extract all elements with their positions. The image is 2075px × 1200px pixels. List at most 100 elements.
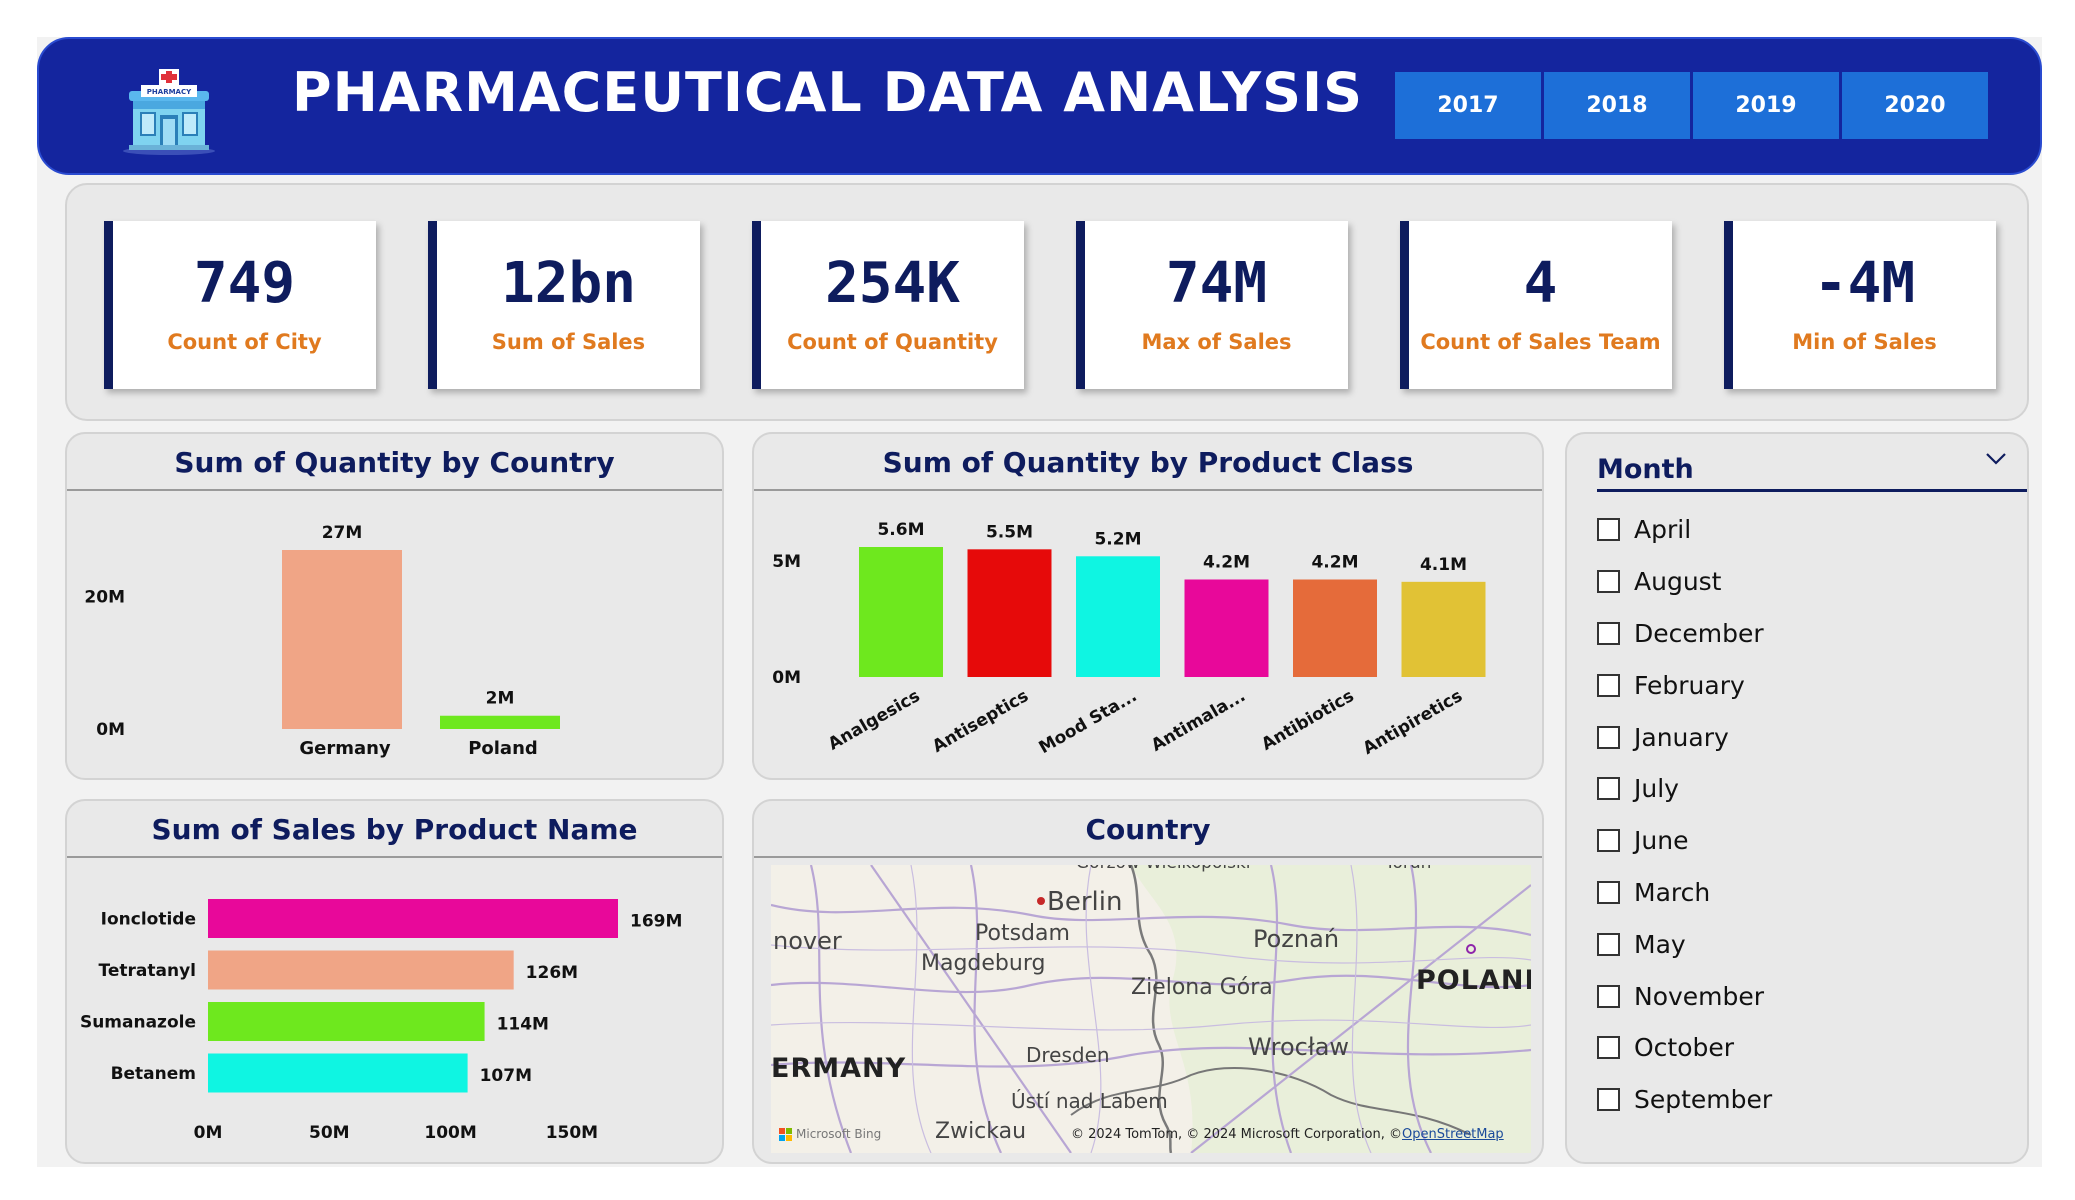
slicer-underline bbox=[1597, 489, 2027, 492]
attribution-text: © 2024 TomTom, © 2024 Microsoft Corporat… bbox=[1071, 1127, 1403, 1142]
bar[interactable] bbox=[1293, 579, 1377, 678]
map-label-poland: POLAND bbox=[1416, 965, 1531, 996]
kpi-card-count-of-sales-team: 4 Count of Sales Team bbox=[1400, 221, 1672, 389]
month-option-october[interactable]: October bbox=[1597, 1022, 1772, 1074]
bar[interactable] bbox=[208, 899, 618, 938]
month-option-april[interactable]: April bbox=[1597, 504, 1772, 556]
bar[interactable] bbox=[208, 1002, 485, 1041]
checkbox[interactable] bbox=[1597, 777, 1620, 801]
checkbox[interactable] bbox=[1597, 621, 1620, 645]
month-option-february[interactable]: February bbox=[1597, 659, 1772, 711]
x-tick-label: Analgesics bbox=[825, 686, 924, 755]
month-slicer-panel: Month April August December February Jan… bbox=[1565, 432, 2029, 1164]
divider bbox=[67, 489, 722, 491]
country-map[interactable]: Berlin Potsdam Magdeburg nover Poznań Zi… bbox=[771, 865, 1531, 1153]
checkbox[interactable] bbox=[1597, 829, 1620, 853]
month-option-september[interactable]: September bbox=[1597, 1074, 1772, 1126]
month-label: April bbox=[1634, 515, 1692, 545]
x-tick-label: 100M bbox=[424, 1123, 476, 1143]
bing-label: Microsoft Bing bbox=[796, 1127, 882, 1141]
map-label-dresden: Dresden bbox=[1026, 1043, 1110, 1067]
kpi-card-count-of-city: 749 Count of City bbox=[104, 221, 376, 389]
chart-title: Sum of Quantity by Country bbox=[174, 446, 615, 479]
kpi-value: 12bn bbox=[501, 251, 636, 316]
x-tick-label: Antiseptics bbox=[929, 686, 1032, 757]
checkbox[interactable] bbox=[1597, 984, 1620, 1008]
chart-title: Sum of Sales by Product Name bbox=[151, 813, 638, 846]
kpi-value: 74M bbox=[1165, 251, 1268, 316]
y-tick-label: Betanem bbox=[111, 1064, 196, 1084]
checkbox[interactable] bbox=[1597, 570, 1620, 594]
kpi-label: Sum of Sales bbox=[491, 330, 646, 354]
data-label: 4.2M bbox=[1203, 553, 1250, 573]
year-button-2020[interactable]: 2020 bbox=[1842, 72, 1988, 139]
bar[interactable] bbox=[967, 549, 1052, 677]
y-tick-label: 0M bbox=[772, 668, 801, 688]
bar[interactable] bbox=[208, 1053, 468, 1093]
month-label: November bbox=[1634, 981, 1765, 1011]
month-option-december[interactable]: December bbox=[1597, 608, 1772, 660]
month-option-may[interactable]: May bbox=[1597, 918, 1772, 970]
x-tick-label: Antimala... bbox=[1148, 686, 1249, 756]
y-tick-label: 0M bbox=[96, 720, 125, 740]
month-option-july[interactable]: July bbox=[1597, 763, 1772, 815]
kpi-value: 749 bbox=[193, 251, 296, 316]
month-option-january[interactable]: January bbox=[1597, 711, 1772, 763]
x-tick-label: Antibiotics bbox=[1258, 686, 1357, 755]
map-label-magdeburg: Magdeburg bbox=[921, 951, 1046, 976]
year-button-2019[interactable]: 2019 bbox=[1693, 72, 1839, 139]
chart-title: Sum of Quantity by Product Class bbox=[882, 446, 1414, 479]
month-label: March bbox=[1634, 877, 1711, 907]
product-class-bar-chart: 0M 5M 5.6M Analgesics 5.5M Antiseptics 5.2M Moo… bbox=[772, 520, 1486, 759]
kpi-value: 4 bbox=[1523, 251, 1558, 316]
data-label: 114M bbox=[497, 1015, 549, 1035]
bar[interactable] bbox=[440, 715, 560, 729]
checkbox[interactable] bbox=[1597, 880, 1620, 904]
month-option-november[interactable]: November bbox=[1597, 970, 1772, 1022]
map-label-hanover: nover bbox=[773, 927, 842, 955]
month-label: June bbox=[1634, 826, 1689, 856]
map-label-zwickau: Zwickau bbox=[935, 1119, 1027, 1144]
divider bbox=[754, 489, 1542, 491]
year-button-2018[interactable]: 2018 bbox=[1544, 72, 1690, 139]
kpi-card-count-of-quantity: 254K Count of Quantity bbox=[752, 221, 1024, 389]
kpi-label: Count of Sales Team bbox=[1420, 330, 1661, 354]
bar[interactable] bbox=[1401, 581, 1486, 677]
bar[interactable] bbox=[859, 547, 943, 677]
month-option-june[interactable]: June bbox=[1597, 815, 1772, 867]
data-label: 27M bbox=[322, 523, 363, 543]
checkbox[interactable] bbox=[1597, 1088, 1620, 1112]
page-title: PHARMACEUTICAL DATA ANALYSIS bbox=[292, 61, 1364, 124]
bar[interactable] bbox=[282, 550, 402, 729]
y-tick-label: Ionclotide bbox=[101, 910, 196, 930]
checkbox[interactable] bbox=[1597, 1036, 1620, 1060]
data-label: 107M bbox=[480, 1066, 532, 1086]
divider bbox=[754, 856, 1542, 858]
data-label: 4.1M bbox=[1420, 555, 1467, 575]
kpi-label: Count of City bbox=[167, 330, 322, 354]
country-bar-chart: 0M 20M 27M Germany 2M Poland bbox=[84, 523, 560, 759]
month-option-march[interactable]: March bbox=[1597, 867, 1772, 919]
bar[interactable] bbox=[208, 950, 514, 990]
chart-panel-sales-by-product-name: Sum of Sales by Product Name Ionclotide 1… bbox=[65, 799, 724, 1164]
pharmacy-building-icon: PHARMACY bbox=[119, 67, 219, 155]
openstreetmap-link[interactable]: OpenStreetMap bbox=[1402, 1127, 1504, 1142]
data-label: 2M bbox=[486, 689, 515, 709]
microsoft-logo-icon bbox=[779, 1127, 792, 1141]
year-button-2017[interactable]: 2017 bbox=[1395, 72, 1541, 139]
map-label-wroclaw: Wrocław bbox=[1248, 1033, 1350, 1061]
map-panel-country: Country bbox=[752, 799, 1544, 1164]
map-label-usti-nad-labem: Ústí nad Labem bbox=[1011, 1089, 1168, 1113]
y-tick-label: 5M bbox=[772, 552, 801, 572]
month-option-august[interactable]: August bbox=[1597, 556, 1772, 608]
y-tick-label: Sumanazole bbox=[80, 1013, 196, 1033]
x-tick-label: Poland bbox=[468, 738, 538, 759]
checkbox[interactable] bbox=[1597, 932, 1620, 956]
x-tick-label: Mood Sta... bbox=[1036, 686, 1141, 758]
bar[interactable] bbox=[1184, 579, 1269, 678]
checkbox[interactable] bbox=[1597, 725, 1620, 749]
map-label-zielona-gora: Zielona Góra bbox=[1131, 975, 1273, 1000]
bar[interactable] bbox=[1076, 556, 1160, 677]
checkbox[interactable] bbox=[1597, 673, 1620, 697]
checkbox[interactable] bbox=[1597, 518, 1620, 542]
